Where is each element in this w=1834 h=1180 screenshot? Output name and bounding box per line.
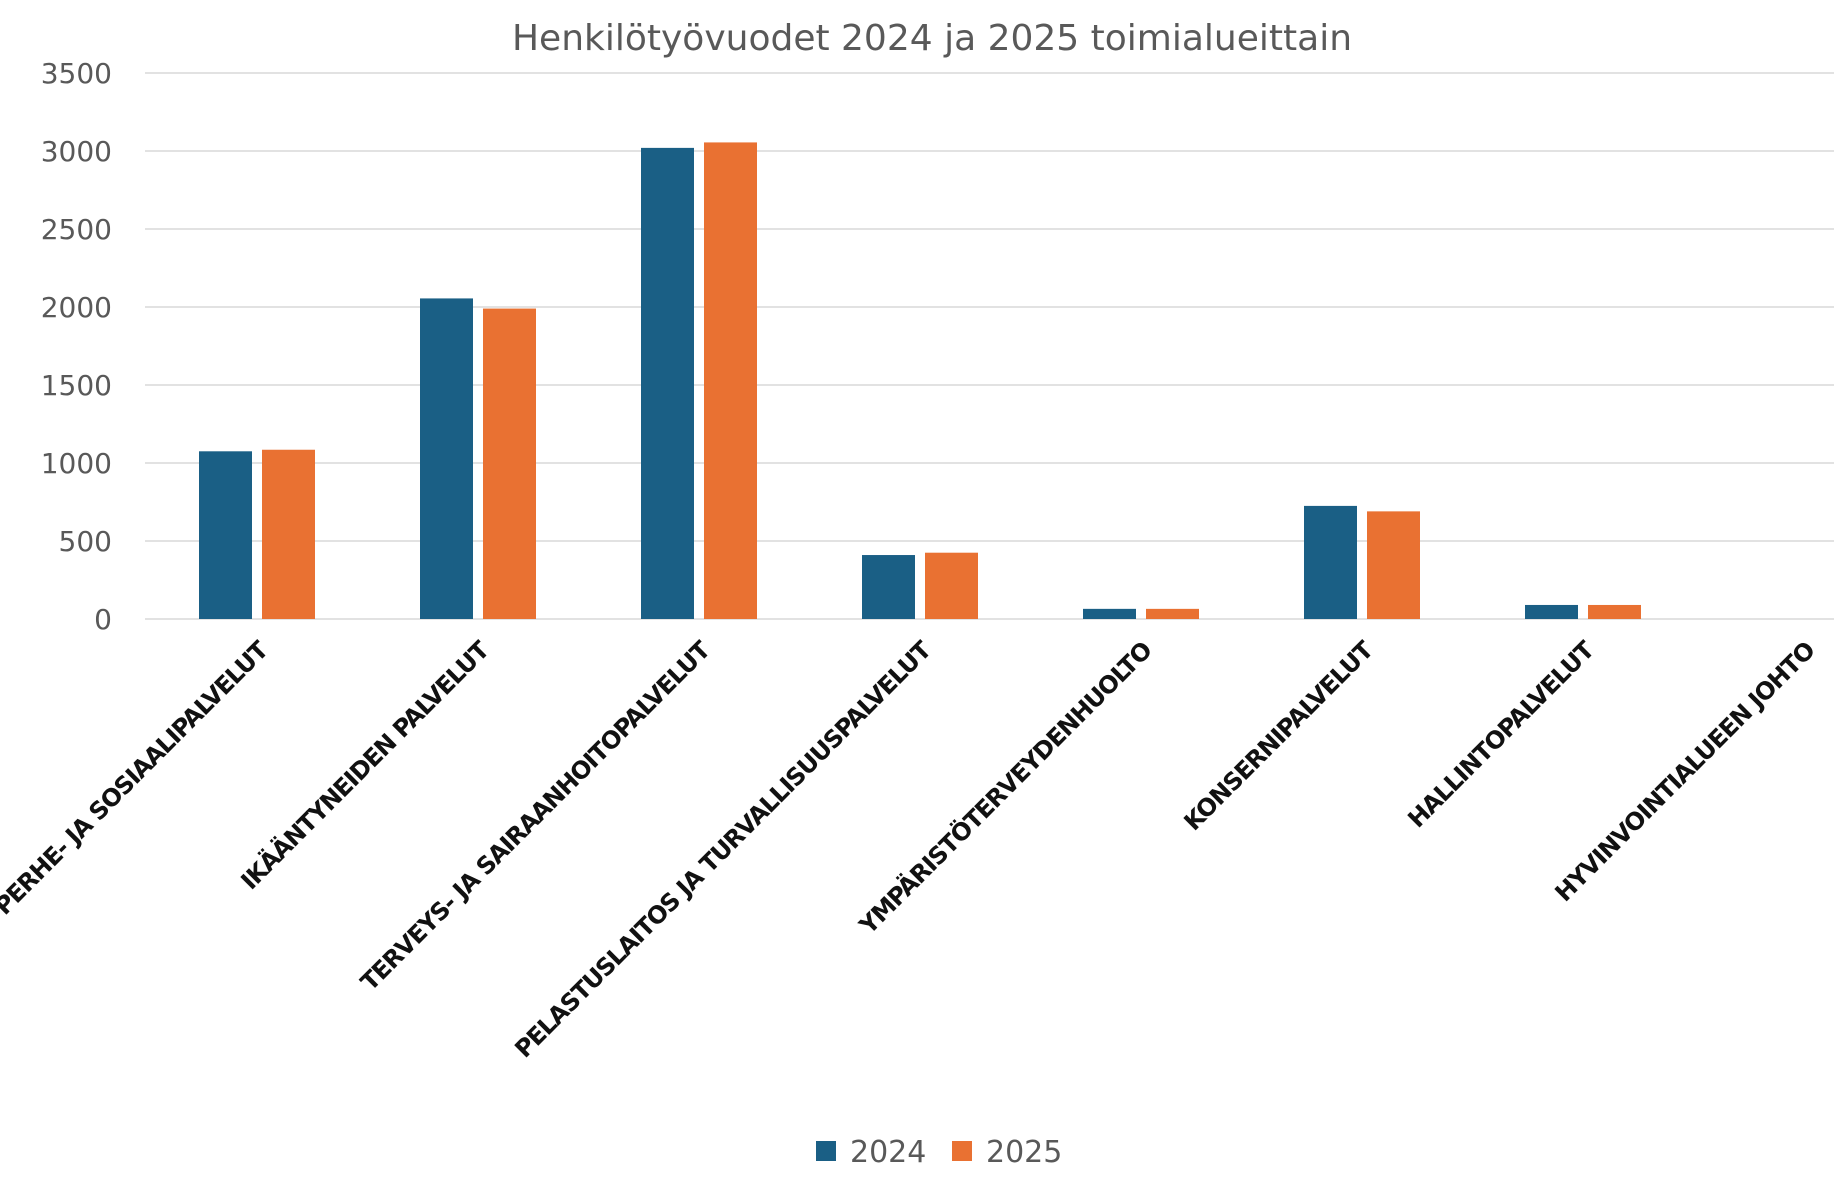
- legend-swatch-2024: [816, 1141, 836, 1161]
- y-tick-label: 1000: [41, 447, 112, 480]
- bar-2024-1: [420, 298, 473, 619]
- legend-swatch-2025: [952, 1141, 972, 1161]
- x-tick-label: PERHE- JA SOSIAALIPALVELUT: [0, 635, 274, 920]
- x-tick-label: HALLINTOPALVELUT: [1402, 635, 1600, 833]
- bar-2025-3: [925, 552, 978, 619]
- legend-label-2024: 2024: [850, 1135, 926, 1170]
- y-tick-label: 2000: [41, 291, 112, 324]
- bar-2024-2: [641, 147, 694, 619]
- legend-label-2025: 2025: [986, 1135, 1062, 1170]
- bar-2024-4: [1083, 608, 1136, 619]
- bar-2025-0: [262, 449, 315, 619]
- bar-2024-5: [1304, 505, 1357, 619]
- legend: 2024 2025: [816, 1135, 1062, 1170]
- y-tick-label: 500: [59, 525, 112, 558]
- bars: [199, 142, 1641, 620]
- y-tick-label: 3500: [41, 57, 112, 90]
- y-tick-label: 3000: [41, 135, 112, 168]
- y-tick-label: 1500: [41, 369, 112, 402]
- bar-2025-2: [704, 142, 757, 620]
- bar-2025-6: [1588, 604, 1641, 619]
- bar-2024-3: [862, 555, 915, 619]
- bar-2024-0: [199, 451, 252, 619]
- y-tick-label: 0: [94, 603, 112, 636]
- bar-2024-6: [1525, 604, 1578, 619]
- gridlines: [145, 72, 1834, 620]
- x-tick-label: IKÄÄNTYNEIDEN PALVELUT: [235, 635, 496, 896]
- x-tick-label: HYVINVOINTIALUEEN JOHTO: [1550, 636, 1821, 907]
- y-axis-ticks: 0 500 1000 1500 2000 2500 3000 3500: [41, 57, 112, 636]
- bar-2025-4: [1146, 608, 1199, 619]
- bar-2025-1: [483, 308, 536, 619]
- x-tick-label: TERVEYS- JA SAIRAANHOITOPALVELUT: [355, 635, 716, 996]
- bar-2025-5: [1367, 511, 1420, 619]
- chart-title: Henkilötyövuodet 2024 ja 2025 toimialuei…: [512, 18, 1352, 59]
- x-axis-ticks: PERHE- JA SOSIAALIPALVELUTIKÄÄNTYNEIDEN …: [0, 635, 1821, 1064]
- y-tick-label: 2500: [41, 213, 112, 246]
- x-tick-label: PELASTUSLAITOS JA TURVALLISUUSPALVELUT: [510, 635, 938, 1063]
- x-tick-label: KONSERNIPALVELUT: [1179, 635, 1380, 836]
